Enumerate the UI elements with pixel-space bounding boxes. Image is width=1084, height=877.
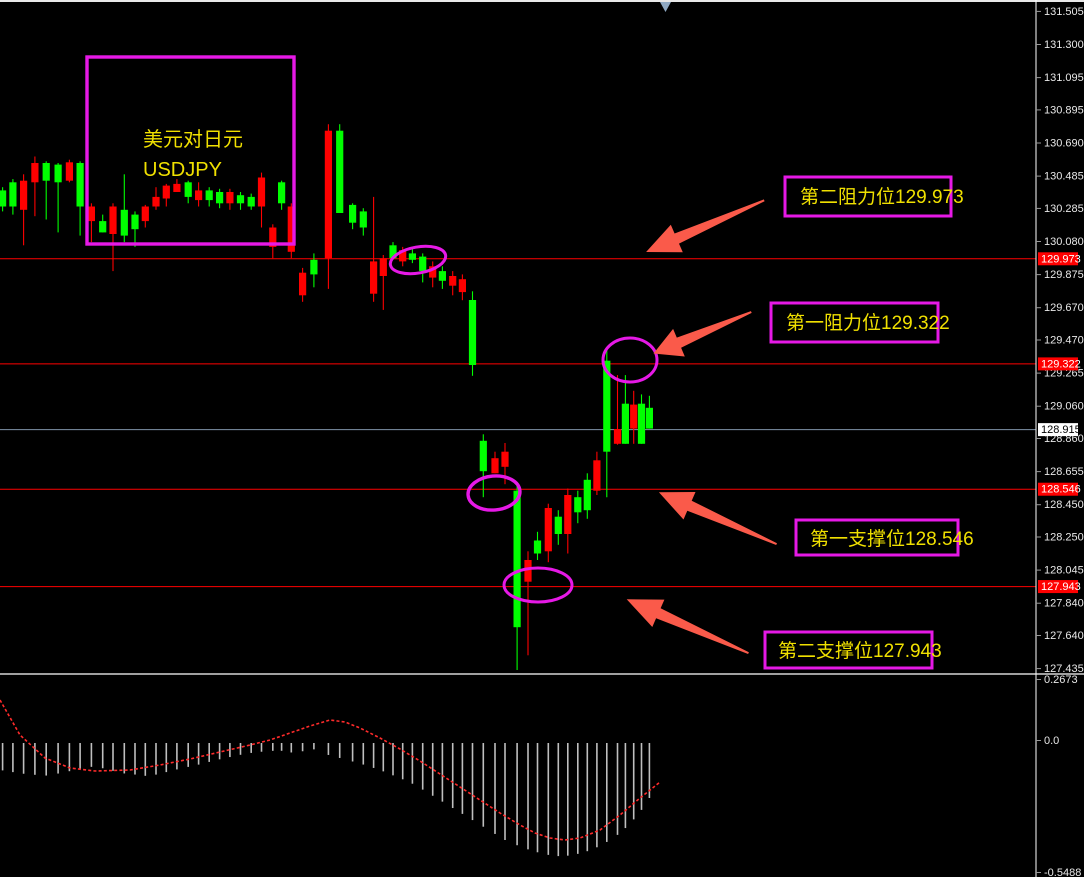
svg-text:129.322: 129.322 [1041,358,1081,370]
svg-text:0.2673: 0.2673 [1044,674,1078,686]
svg-text:128.450: 128.450 [1044,499,1084,511]
svg-text:-0.5488: -0.5488 [1044,867,1081,877]
svg-text:130.485: 130.485 [1044,171,1084,183]
svg-text:128.045: 128.045 [1044,565,1084,577]
svg-text:129.470: 129.470 [1044,335,1084,347]
svg-text:127.640: 127.640 [1044,630,1084,642]
svg-text:131.300: 131.300 [1044,39,1084,51]
svg-text:129.973: 129.973 [1041,253,1081,265]
svg-text:美元对日元: 美元对日元 [143,128,243,151]
svg-text:129.060: 129.060 [1044,401,1084,413]
svg-text:USDJPY: USDJPY [143,159,222,181]
svg-text:129.875: 129.875 [1044,269,1084,281]
svg-text:第二支撑位127.943: 第二支撑位127.943 [778,640,942,662]
svg-text:127.943: 127.943 [1041,581,1081,593]
svg-text:130.690: 130.690 [1044,138,1084,150]
svg-text:131.095: 131.095 [1044,72,1084,84]
svg-text:128.915: 128.915 [1041,424,1081,436]
svg-text:127.840: 127.840 [1044,598,1084,610]
svg-text:130.080: 130.080 [1044,236,1084,248]
svg-text:第一支撑位128.546: 第一支撑位128.546 [810,528,974,550]
svg-text:128.546: 128.546 [1041,484,1081,496]
svg-text:第二阻力位129.973: 第二阻力位129.973 [800,186,964,208]
svg-text:130.895: 130.895 [1044,104,1084,116]
svg-text:128.250: 128.250 [1044,532,1084,544]
svg-text:第一阻力位129.322: 第一阻力位129.322 [786,312,950,334]
svg-text:0.0: 0.0 [1044,735,1059,747]
svg-text:128.655: 128.655 [1044,466,1084,478]
svg-text:131.505: 131.505 [1044,6,1084,18]
svg-text:129.670: 129.670 [1044,302,1084,314]
svg-text:130.285: 130.285 [1044,203,1084,215]
